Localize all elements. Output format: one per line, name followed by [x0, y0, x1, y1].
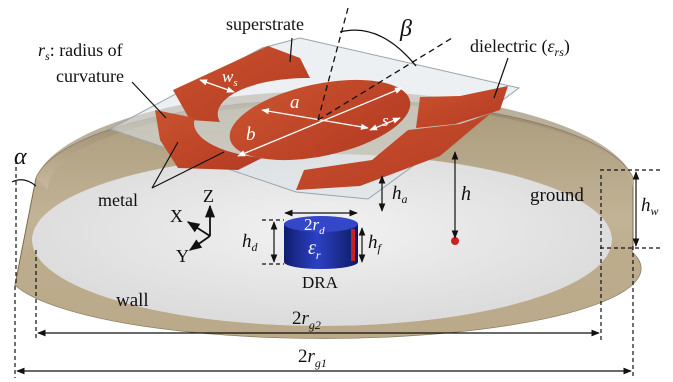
coordinate-axes	[186, 204, 216, 251]
leader-lines	[131, 37, 509, 189]
leader-radius	[131, 81, 167, 119]
label-ws: ws	[222, 67, 238, 89]
label-axis-y: Y	[176, 246, 189, 266]
metal-arm-upper	[173, 46, 310, 122]
dra-body	[284, 224, 358, 269]
label-er: εr	[308, 237, 321, 262]
leader-metal-2	[151, 151, 225, 189]
label-hf: hf	[368, 232, 383, 255]
label-metal: metal	[98, 190, 138, 210]
label-radius-line1: rs: radius of	[38, 40, 123, 63]
label-ground: ground	[530, 185, 584, 206]
leader-dielectric	[493, 57, 509, 99]
dim-b-line	[237, 87, 403, 157]
leader-metal-1	[151, 141, 179, 189]
metal-arm-right-upper	[416, 86, 508, 128]
label-s: s	[382, 111, 389, 130]
beta-line-tilted	[317, 37, 453, 121]
beta-arc	[339, 29, 417, 67]
label-b: b	[246, 124, 256, 145]
label-beta: β	[399, 16, 412, 42]
label-h: h	[461, 183, 471, 205]
label-2rd: 2rd	[304, 215, 325, 237]
text-labels: superstrate rs: radius of curvature diel…	[14, 14, 659, 370]
feed-point	[451, 237, 459, 245]
dimension-lines	[11, 151, 660, 378]
label-axis-z: Z	[203, 186, 214, 206]
label-radius-line2: curvature	[56, 66, 124, 86]
label-dra: DRA	[302, 273, 339, 292]
label-dielectric: dielectric (εrs)	[470, 36, 570, 59]
label-ha: ha	[392, 183, 408, 206]
dra-top	[284, 216, 358, 232]
dim-ws-line	[199, 79, 235, 93]
label-2rg1: 2rg1	[298, 346, 327, 370]
label-alpha: α	[14, 144, 27, 170]
patch-dimensions	[199, 79, 403, 157]
leader-superstrate	[289, 37, 293, 63]
alpha-arc	[11, 179, 37, 187]
label-hd: hd	[242, 231, 259, 254]
metal-arm-lower	[155, 110, 262, 170]
wall-front-band	[15, 240, 641, 339]
label-wall: wall	[116, 290, 149, 311]
dra-feed-strip	[351, 229, 355, 261]
dra-cylinder	[284, 216, 358, 269]
label-superstrate: superstrate	[226, 14, 304, 34]
axis-x-arrow	[186, 221, 211, 237]
beta-angle	[317, 7, 453, 121]
dim-s-line	[369, 117, 401, 131]
axis-y-arrow	[188, 235, 211, 251]
label-axis-x: X	[170, 206, 183, 226]
label-a: a	[290, 92, 300, 113]
label-hw: hw	[641, 195, 659, 218]
label-2rg2: 2rg2	[292, 308, 321, 332]
